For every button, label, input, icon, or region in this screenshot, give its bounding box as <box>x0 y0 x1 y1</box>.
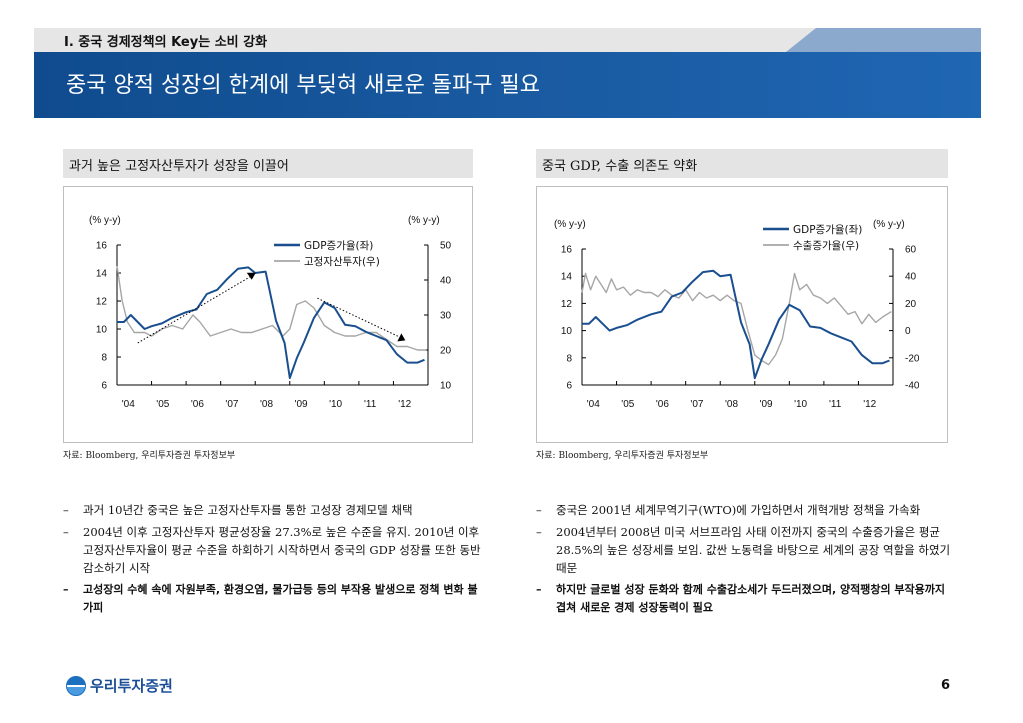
y-tick-label-right: -20 <box>905 353 920 364</box>
right-chart-source: 자료: Bloomberg, 우리투자증권 투자정보부 <box>536 451 709 461</box>
legend-label: GDP증가율(좌) <box>793 224 862 236</box>
x-tick-label: '08 <box>725 399 738 410</box>
y-tick-label-right: 50 <box>440 241 452 252</box>
series-line-1 <box>582 269 890 380</box>
x-tick-label: '11 <box>364 399 377 410</box>
trend-arrow-up <box>137 275 253 344</box>
series-line-2 <box>116 265 427 351</box>
y-tick-label-right: 20 <box>905 299 917 310</box>
right-bullet-list: 중국은 2001년 세계무역기구(WTO)에 가입하면서 개혁개방 정책을 가속… <box>536 501 956 621</box>
left-bullet-2: 2004년 이후 고정자산투자 평균성장율 27.3%로 높은 수준을 유지. … <box>63 523 483 577</box>
right-chart: 16 14 12 10 8 6 60 40 20 0 -20 -40 '04 '05 '06 '07 '08 '0… <box>536 186 948 443</box>
left-bullet-3: 고성장의 수혜 속에 자원부족, 환경오염, 물가급등 등의 부작용 발생으로 … <box>63 581 483 617</box>
left-chart-svg: 16 14 12 10 8 6 50 40 30 20 10 '04 '05 '06 '07 '08 '09 '1… <box>89 215 452 410</box>
y-tick-label-right: 10 <box>440 381 452 392</box>
x-tick-label: '07 <box>225 399 238 410</box>
y-tick-label-right: 20 <box>440 346 452 357</box>
trend-arrowhead-down <box>397 333 406 342</box>
headline-banner: 중국 양적 성장의 한계에 부딪혀 새로운 돌파구 필요 <box>34 52 981 118</box>
x-tick-label: '06 <box>191 399 204 410</box>
right-bullet-2: 2004년부터 2008년 미국 서브프라임 사태 이전까지 중국의 수출증가율… <box>536 523 956 577</box>
y-tick-label-left: 6 <box>566 381 572 392</box>
right-chart-svg: 16 14 12 10 8 6 60 40 20 0 -20 -40 '04 '05 '06 '07 '08 '0… <box>554 219 920 410</box>
y-tick-label-left: 10 <box>96 325 108 336</box>
header-wedge <box>786 28 981 52</box>
x-tick-label: '10 <box>329 399 342 410</box>
x-tick-label: '12 <box>398 399 411 410</box>
brand-mark-icon <box>66 675 86 696</box>
brand-logo: 우리투자증권 <box>66 675 173 696</box>
y-tick-label-left: 12 <box>96 297 108 308</box>
y-tick-label-left: 16 <box>96 241 108 252</box>
right-chart-heading: 중국 GDP, 수출 의존도 약화 <box>536 149 948 178</box>
page-number: 6 <box>941 678 951 693</box>
y-tick-label-left: 8 <box>566 353 572 364</box>
x-tick-label: '11 <box>829 399 842 410</box>
y-tick-label-left: 8 <box>101 353 107 364</box>
y-axis-label-right: (% y-y) <box>408 215 440 226</box>
x-tick-label: '10 <box>794 399 807 410</box>
y-tick-label-left: 14 <box>561 272 573 283</box>
legend-label: 고정자산투자(우) <box>304 256 380 268</box>
section-title: I. 중국 경제정책의 Key는 소비 강화 <box>64 35 268 50</box>
trend-arrowhead-up <box>246 272 256 280</box>
y-tick-label-right: 30 <box>440 311 452 322</box>
y-tick-label-right: 40 <box>440 276 452 287</box>
legend-label: 수출증가율(우) <box>793 240 859 252</box>
left-bullet-list: 과거 10년간 중국은 높은 고정자산투자를 통한 고성장 경제모델 채택 20… <box>63 501 483 621</box>
series-line-2 <box>581 272 892 366</box>
y-tick-label-right: 40 <box>905 272 917 283</box>
y-tick-label-right: 60 <box>905 245 917 256</box>
right-bullet-3: 하지만 글로벌 성장 둔화와 함께 수출감소세가 두드러졌으며, 양적팽창의 부… <box>536 581 956 617</box>
x-tick-label: '04 <box>587 399 600 410</box>
series-line-1 <box>117 266 425 379</box>
right-bullet-1: 중국은 2001년 세계무역기구(WTO)에 가입하면서 개혁개방 정책을 가속… <box>536 501 956 519</box>
left-chart-heading: 과거 높은 고정자산투자가 성장을 이끌어 <box>63 149 473 178</box>
x-tick-label: '09 <box>760 399 773 410</box>
y-tick-label-right: 0 <box>905 326 911 337</box>
left-chart-source: 자료: Bloomberg, 우리투자증권 투자정보부 <box>63 451 236 461</box>
page-headline: 중국 양적 성장의 한계에 부딪혀 새로운 돌파구 필요 <box>66 73 540 98</box>
y-tick-label-left: 6 <box>101 381 107 392</box>
y-tick-label-left: 14 <box>96 269 108 280</box>
left-chart: 16 14 12 10 8 6 50 40 30 20 10 '04 '05 '06 '07 '08 '09 '1… <box>63 186 473 443</box>
x-tick-label: '07 <box>690 399 703 410</box>
left-bullet-1: 과거 10년간 중국은 높은 고정자산투자를 통한 고성장 경제모델 채택 <box>63 501 483 519</box>
x-tick-label: '04 <box>122 399 135 410</box>
y-axis-label-right: (% y-y) <box>873 219 905 230</box>
x-tick-label: '05 <box>621 399 634 410</box>
y-tick-label-left: 16 <box>561 245 573 256</box>
x-tick-label: '08 <box>260 399 273 410</box>
x-tick-label: '05 <box>156 399 169 410</box>
x-tick-label: '06 <box>656 399 669 410</box>
y-axis-label-left: (% y-y) <box>554 219 586 230</box>
trend-arrow-down <box>317 297 401 338</box>
y-axis-label-left: (% y-y) <box>89 215 121 226</box>
y-tick-label-left: 12 <box>561 299 573 310</box>
brand-name: 우리투자증권 <box>90 677 173 695</box>
y-tick-label-left: 10 <box>561 326 573 337</box>
x-tick-label: '12 <box>863 399 876 410</box>
y-tick-label-right: -40 <box>905 381 920 392</box>
legend-label: GDP증가율(좌) <box>304 240 373 252</box>
x-tick-label: '09 <box>295 399 308 410</box>
